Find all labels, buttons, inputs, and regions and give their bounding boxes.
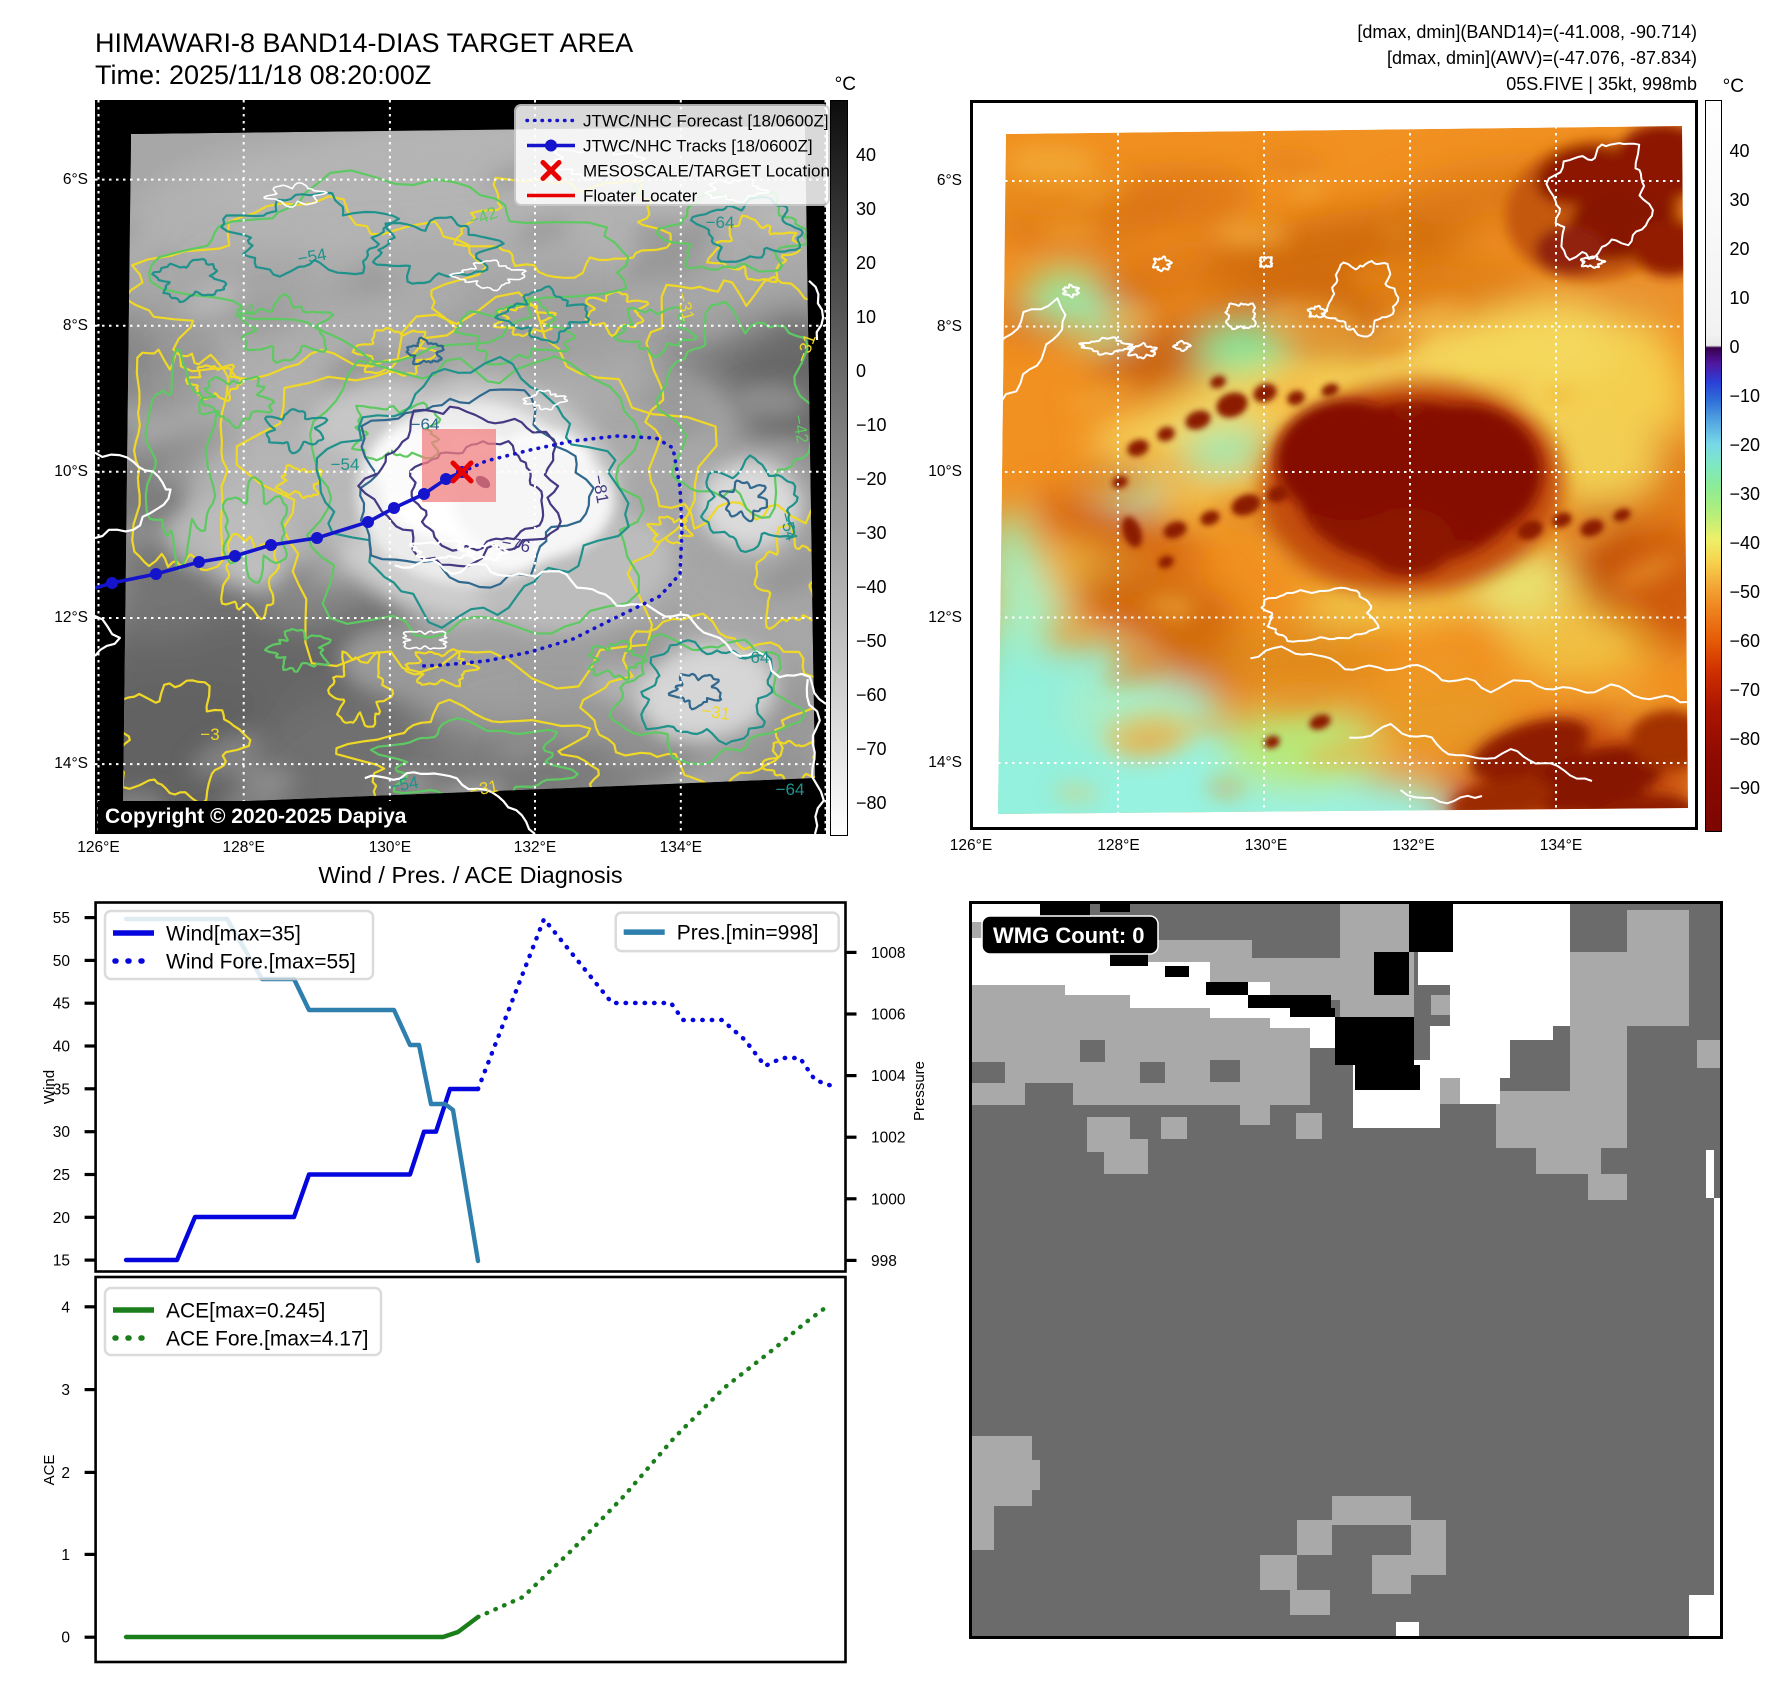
svg-text:Pressure: Pressure: [911, 1061, 928, 1121]
svg-text:−42: −42: [789, 413, 813, 445]
svg-text:2: 2: [61, 1465, 70, 1482]
svg-text:−31: −31: [700, 701, 731, 724]
svg-text:1008: 1008: [871, 945, 905, 962]
svg-text:Pres.[min=998]: Pres.[min=998]: [677, 922, 819, 945]
svg-text:Wind Fore.[max=55]: Wind Fore.[max=55]: [166, 951, 356, 974]
svg-text:1004: 1004: [871, 1068, 906, 1085]
svg-text:50: 50: [53, 953, 71, 970]
svg-text:ACE: ACE: [41, 1455, 58, 1486]
svg-text:ACE[max=0.245]: ACE[max=0.245]: [166, 1300, 325, 1323]
svg-text:−3: −3: [200, 725, 219, 744]
svg-text:20: 20: [53, 1210, 71, 1227]
svg-text:Floater Locater: Floater Locater: [583, 187, 698, 206]
svg-text:35: 35: [53, 1081, 70, 1098]
svg-text:JTWC/NHC Tracks [18/0600Z]: JTWC/NHC Tracks [18/0600Z]: [583, 137, 813, 156]
svg-text:998: 998: [871, 1253, 897, 1270]
svg-text:−54: −54: [388, 773, 420, 797]
svg-text:1006: 1006: [871, 1007, 905, 1024]
svg-text:1000: 1000: [871, 1191, 906, 1208]
svg-text:1: 1: [61, 1547, 70, 1564]
svg-text:−4: −4: [235, 300, 254, 319]
svg-text:−64: −64: [741, 648, 770, 667]
svg-text:−64: −64: [776, 780, 805, 799]
svg-text:15: 15: [53, 1253, 70, 1270]
svg-text:Wind[max=35]: Wind[max=35]: [166, 923, 301, 946]
svg-text:25: 25: [53, 1167, 70, 1184]
svg-text:Wind: Wind: [41, 1070, 58, 1104]
svg-text:ACE Fore.[max=4.17]: ACE Fore.[max=4.17]: [166, 1328, 369, 1351]
svg-text:−81: −81: [589, 473, 613, 505]
svg-text:55: 55: [53, 910, 70, 927]
svg-text:Copyright © 2020-2025 Dapiya: Copyright © 2020-2025 Dapiya: [105, 805, 407, 828]
svg-text:MESOSCALE/TARGET Location: MESOSCALE/TARGET Location: [583, 162, 830, 181]
svg-text:JTWC/NHC Forecast [18/0600Z]: JTWC/NHC Forecast [18/0600Z]: [583, 112, 829, 131]
svg-text:30: 30: [53, 1124, 71, 1141]
svg-text:−54: −54: [296, 245, 328, 269]
svg-text:45: 45: [53, 996, 70, 1013]
svg-text:1002: 1002: [871, 1130, 905, 1147]
svg-text:4: 4: [61, 1299, 70, 1316]
svg-text:40: 40: [53, 1039, 71, 1056]
svg-text:−54: −54: [331, 455, 360, 474]
svg-text:−76: −76: [500, 533, 532, 557]
svg-text:−64: −64: [706, 213, 735, 232]
svg-text:WMG Count: 0: WMG Count: 0: [993, 923, 1145, 948]
svg-text:0: 0: [61, 1630, 70, 1647]
svg-text:3: 3: [61, 1382, 70, 1399]
